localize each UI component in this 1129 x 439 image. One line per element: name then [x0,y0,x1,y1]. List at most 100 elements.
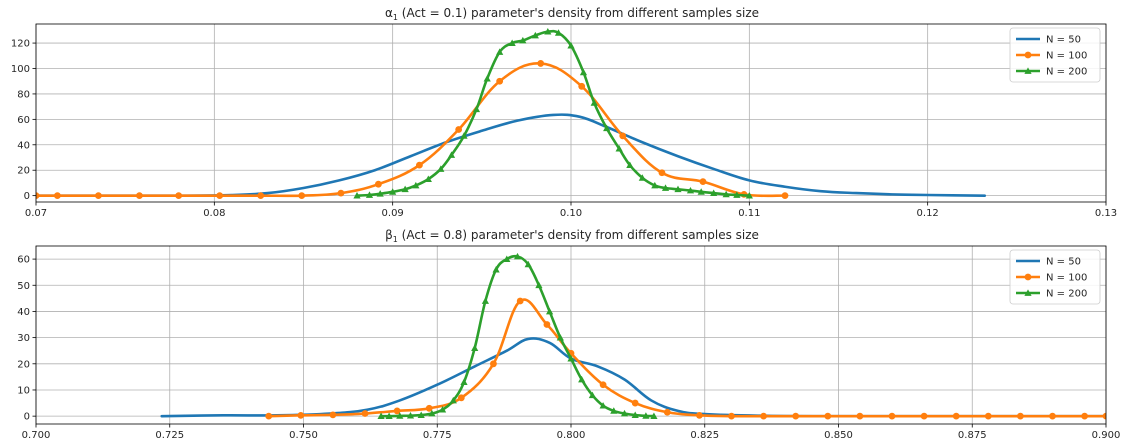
alpha-point-n-200 [472,105,481,113]
beta-point-n-200 [631,411,639,418]
alpha-point-n-200 [353,192,361,199]
beta-x-tick-label: 0.775 [423,430,452,439]
alpha-y-tick-label: 0 [24,191,30,202]
alpha-point-n-200 [603,124,611,132]
alpha-point-n-200 [460,132,468,139]
alpha-point-n-100 [257,192,265,200]
beta-point-n-100 [631,399,639,407]
alpha-series-line-n-100 [36,62,787,198]
beta-grid [35,246,1107,424]
alpha-y-tick-label: 120 [11,39,30,50]
beta-point-n-200 [610,407,618,414]
alpha-y-tick-label: 100 [11,64,30,75]
alpha-x-tick-label: 0.07 [25,208,47,219]
alpha-point-n-100 [95,192,102,200]
beta-density-chart: β1 (Act = 0.8) parameter's density from … [17,228,1120,439]
beta-point-n-100 [490,360,497,368]
beta-y-tick-label: 10 [17,385,30,396]
beta-point-n-200 [567,354,575,362]
beta-point-n-200 [492,265,500,273]
beta-point-n-100 [856,412,864,420]
beta-chart-title: β1 (Act = 0.8) parameter's density from … [385,228,759,244]
alpha-point-n-200 [531,31,539,39]
alpha-point-n-100 [175,192,183,200]
alpha-point-n-200 [508,39,516,46]
alpha-legend-marker [1024,51,1032,59]
beta-point-n-200 [524,260,532,268]
beta-legend-marker [1024,289,1032,296]
beta-point-n-200 [513,252,522,260]
alpha-point-n-100 [699,178,707,186]
alpha-series-group [36,28,987,200]
alpha-y-tick-label: 20 [17,166,30,177]
beta-point-n-100 [1017,412,1024,420]
alpha-point-n-200 [447,151,456,158]
beta-point-n-100 [824,412,832,420]
alpha-x-tick-label: 0.08 [203,208,225,219]
alpha-point-n-200 [376,190,384,197]
beta-plot-area [160,252,1106,420]
beta-point-n-100 [728,412,735,420]
beta-point-n-200 [471,344,479,351]
beta-point-n-200 [546,307,554,315]
alpha-legend-label: N = 50 [1046,35,1081,46]
beta-point-n-100 [329,411,337,419]
alpha-point-n-200 [722,190,730,198]
beta-legend-box [1009,249,1101,305]
beta-x-tick-label: 0.900 [1092,430,1121,439]
beta-point-n-100 [361,410,369,417]
alpha-point-n-200 [651,181,659,189]
beta-point-n-200 [460,378,468,385]
alpha-point-n-200 [697,188,705,195]
beta-point-n-100 [297,411,305,419]
beta-y-tick-label: 0 [24,412,30,423]
beta-x-tick-label: 0.825 [690,430,719,439]
beta-point-n-100 [599,381,607,389]
alpha-point-n-100 [136,192,143,200]
beta-x-tick-label: 0.700 [22,430,51,439]
alpha-y-tick-label: 60 [17,115,30,126]
alpha-point-n-100 [216,192,224,200]
alpha-point-n-100 [781,192,789,200]
beta-y-tick-label: 40 [17,307,30,318]
beta-x-tick-label: 0.850 [824,430,853,439]
alpha-point-n-100 [337,189,345,197]
beta-point-n-200 [642,412,650,419]
beta-point-n-100 [457,394,465,402]
beta-point-n-200 [535,281,543,289]
beta-legend-label: N = 200 [1046,289,1087,300]
alpha-point-n-200 [710,189,718,196]
alpha-grid [35,24,1107,202]
alpha-point-n-100 [578,82,586,90]
alpha-plot-area [36,28,987,200]
alpha-point-n-200 [567,42,575,49]
beta-point-n-200 [406,412,415,419]
alpha-point-n-100 [54,192,61,200]
alpha-x-tick-label: 0.09 [382,208,404,219]
alpha-point-n-200 [496,48,504,55]
alpha-point-n-100 [375,180,382,188]
beta-point-n-200 [417,411,425,418]
alpha-chart-title: α1 (Act = 0.1) parameter's density from … [385,6,759,22]
alpha-point-n-100 [298,192,306,200]
beta-point-n-200 [449,396,457,404]
beta-legend-label: N = 50 [1046,257,1081,268]
alpha-point-n-200 [519,36,527,44]
beta-point-n-100 [792,412,800,420]
alpha-point-n-200 [626,161,634,169]
alpha-x-axis: 0.07 0.08 0.09 0.10 0.11 0.12 0.13 [25,202,1117,219]
alpha-point-n-200 [733,191,741,198]
alpha-point-n-200 [412,181,420,189]
alpha-legend-label: N = 200 [1046,67,1087,78]
beta-point-n-100 [516,297,524,305]
alpha-point-n-200 [615,145,623,152]
beta-point-n-100 [663,408,671,416]
beta-point-n-100 [696,411,703,419]
beta-point-n-200 [439,406,447,413]
beta-point-n-200 [650,412,658,420]
alpha-point-n-100 [416,161,423,169]
beta-point-n-200 [428,409,436,417]
alpha-legend-box [1009,27,1101,83]
alpha-y-tick-label: 40 [17,140,30,151]
